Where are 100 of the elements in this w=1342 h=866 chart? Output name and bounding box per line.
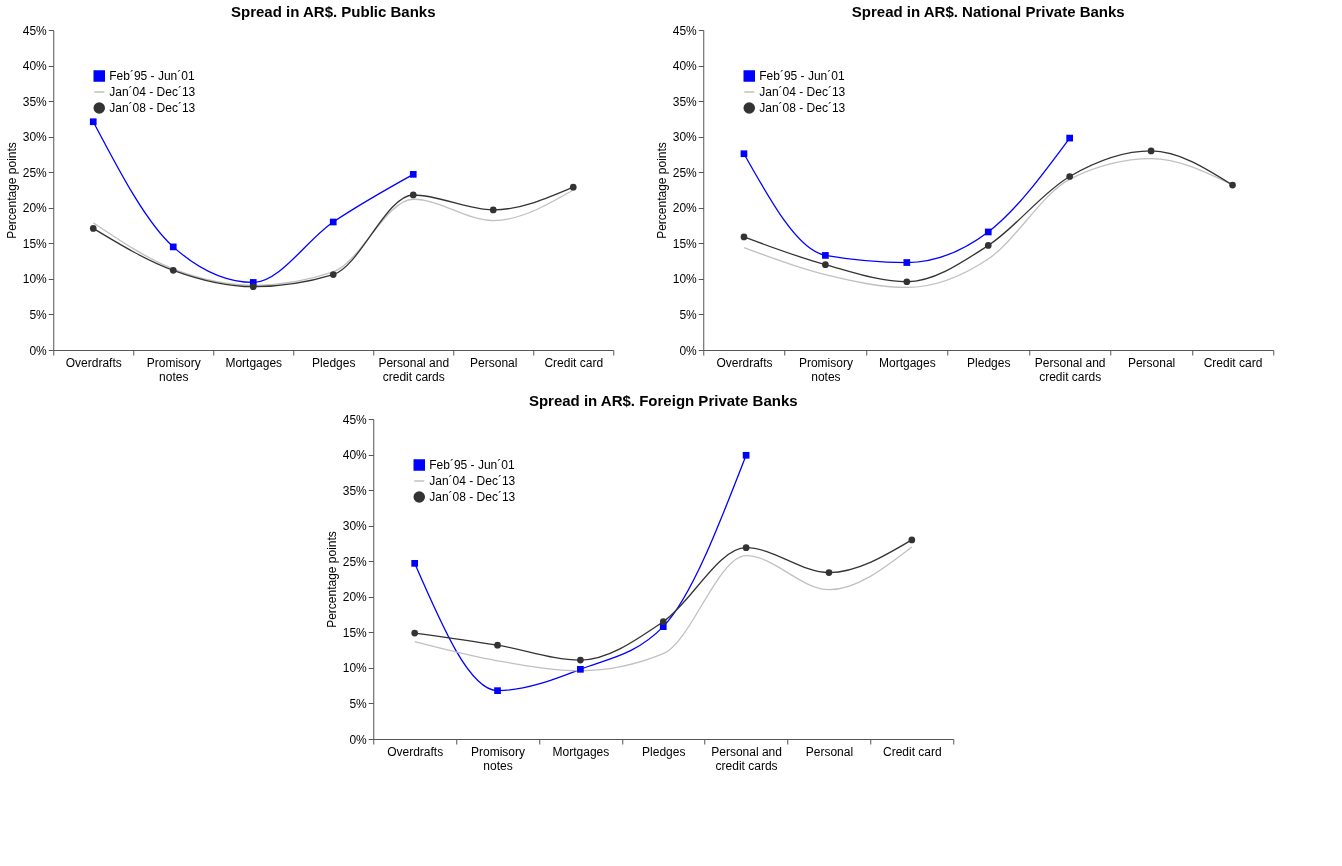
y-tick-label: 30% bbox=[22, 130, 48, 145]
y-tick-label: 20% bbox=[22, 201, 48, 216]
x-tick-label: Personal and credit cards bbox=[378, 355, 450, 384]
x-tick-label: Personal bbox=[805, 744, 854, 759]
point bbox=[740, 150, 748, 158]
y-tick-label: 20% bbox=[342, 590, 368, 605]
point bbox=[659, 618, 667, 626]
point bbox=[742, 451, 750, 459]
x-tick-label: Pledges bbox=[312, 355, 356, 370]
y-tick-label: 20% bbox=[672, 201, 698, 216]
y-tick-label: 30% bbox=[672, 130, 698, 145]
x-tick-label: Personal bbox=[1127, 355, 1176, 370]
y-tick-label: 10% bbox=[22, 272, 48, 287]
x-tick-label: Credit card bbox=[544, 355, 604, 370]
point bbox=[409, 171, 417, 178]
point bbox=[411, 629, 419, 637]
point bbox=[903, 278, 911, 286]
legend-label: Feb´95 - Jun´01 bbox=[759, 69, 845, 83]
y-tick-label: 45% bbox=[342, 412, 368, 427]
point bbox=[822, 252, 829, 259]
point bbox=[569, 183, 577, 191]
point bbox=[249, 283, 257, 291]
y-tick-label: 5% bbox=[679, 307, 698, 322]
x-tick-label: Pledges bbox=[967, 355, 1011, 370]
point bbox=[89, 225, 97, 232]
legend-label: Jan´04 - Dec´13 bbox=[109, 85, 196, 99]
x-tick-label: Credit card bbox=[1203, 355, 1263, 370]
point bbox=[169, 267, 177, 274]
legend-label: Jan´08 - Dec´13 bbox=[429, 490, 516, 504]
y-tick-label: 5% bbox=[349, 696, 368, 711]
y-tick-label: 35% bbox=[342, 483, 368, 498]
chart-title: Spread in AR$. Foreign Private Banks bbox=[528, 392, 798, 409]
x-tick-label: Personal and credit cards bbox=[1034, 355, 1106, 384]
y-tick-label: 25% bbox=[672, 165, 698, 180]
point bbox=[577, 656, 584, 664]
point bbox=[494, 641, 501, 649]
legend-label: Jan´08 - Dec´13 bbox=[759, 101, 846, 115]
y-tick-label: 40% bbox=[672, 59, 698, 74]
y-tick-label: 0% bbox=[679, 343, 698, 358]
y-tick-label: 35% bbox=[22, 94, 48, 109]
point bbox=[984, 228, 992, 236]
point bbox=[740, 233, 748, 241]
point bbox=[1147, 147, 1155, 155]
point bbox=[577, 665, 584, 673]
x-tick-label: Personal and credit cards bbox=[711, 744, 782, 773]
point bbox=[329, 271, 337, 278]
x-tick-label: Personal bbox=[470, 355, 518, 370]
legend-label: Jan´04 - Dec´13 bbox=[759, 85, 846, 99]
y-tick-label: 30% bbox=[342, 519, 368, 534]
point bbox=[1066, 134, 1074, 142]
y-tick-label: 25% bbox=[342, 554, 368, 569]
x-tick-label: Overdrafts bbox=[65, 355, 122, 370]
y-tick-label: 15% bbox=[22, 236, 48, 251]
point bbox=[908, 536, 916, 544]
point bbox=[984, 242, 992, 249]
legend-label: Feb´95 - Jun´01 bbox=[109, 69, 195, 83]
point bbox=[409, 191, 417, 199]
point bbox=[1229, 181, 1236, 189]
chart-title: Spread in AR$. National Private Banks bbox=[851, 3, 1125, 20]
y-tick-label: 45% bbox=[22, 23, 48, 38]
y-tick-label: 0% bbox=[349, 732, 368, 747]
x-tick-label: Mortgages bbox=[225, 355, 283, 370]
point bbox=[825, 569, 833, 576]
y-tick-label: 0% bbox=[29, 343, 48, 358]
point bbox=[822, 261, 829, 269]
chart-title: Spread in AR$. Public Banks bbox=[231, 3, 436, 20]
y-axis-title: Percentage points bbox=[324, 531, 339, 628]
point bbox=[742, 544, 750, 552]
y-tick-label: 40% bbox=[22, 59, 48, 74]
point bbox=[169, 243, 177, 251]
legend-label: Jan´04 - Dec´13 bbox=[429, 474, 516, 488]
legend-label: Jan´08 - Dec´13 bbox=[109, 101, 196, 115]
x-tick-label: Pledges bbox=[642, 744, 686, 759]
x-tick-label: Promisory notes bbox=[146, 355, 201, 384]
point bbox=[89, 118, 97, 126]
point bbox=[903, 259, 911, 266]
x-tick-label: Overdrafts bbox=[387, 744, 444, 759]
x-tick-label: Mortgages bbox=[878, 355, 936, 370]
y-tick-label: 10% bbox=[672, 272, 698, 287]
point bbox=[489, 206, 497, 214]
x-tick-label: Promisory notes bbox=[798, 355, 853, 384]
point bbox=[411, 560, 419, 567]
x-tick-label: Overdrafts bbox=[716, 355, 773, 370]
y-tick-label: 45% bbox=[672, 23, 698, 38]
y-axis-title: Percentage points bbox=[654, 142, 669, 239]
y-tick-label: 35% bbox=[672, 94, 698, 109]
y-axis-title: Percentage points bbox=[4, 142, 19, 239]
y-tick-label: 5% bbox=[29, 307, 48, 322]
x-tick-label: Credit card bbox=[882, 744, 942, 759]
y-tick-label: 25% bbox=[22, 165, 48, 180]
point bbox=[494, 687, 501, 694]
point bbox=[329, 218, 337, 226]
point bbox=[1066, 173, 1074, 180]
y-tick-label: 10% bbox=[342, 661, 368, 676]
x-tick-label: Mortgages bbox=[552, 744, 610, 759]
x-tick-label: Promisory notes bbox=[471, 744, 526, 773]
y-tick-label: 40% bbox=[342, 448, 368, 463]
y-tick-label: 15% bbox=[672, 236, 698, 251]
legend-label: Feb´95 - Jun´01 bbox=[429, 458, 515, 472]
y-tick-label: 15% bbox=[342, 625, 368, 640]
